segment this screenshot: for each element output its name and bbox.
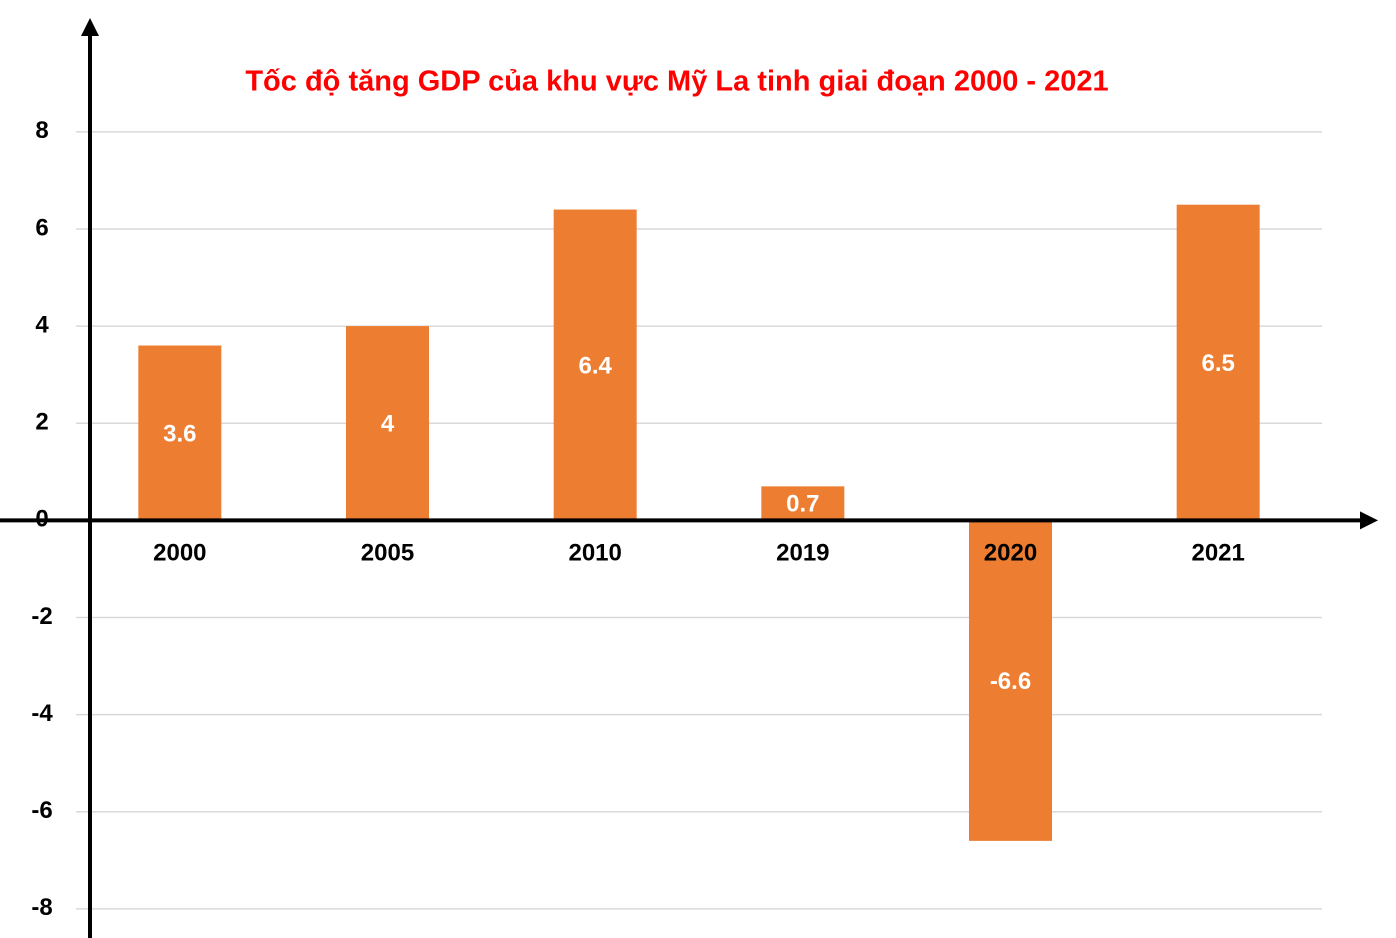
x-tick-label: 2021: [1191, 540, 1244, 567]
x-tick-label: 2019: [776, 540, 829, 567]
y-tick-label: 8: [35, 117, 48, 144]
bar: [969, 520, 1052, 841]
x-tick-label: 2000: [153, 540, 206, 567]
y-tick-label: -2: [31, 603, 52, 630]
value-label: 0.7: [786, 491, 819, 518]
value-label: 4: [381, 411, 395, 438]
y-tick-label: 4: [35, 311, 49, 338]
bar: [553, 209, 637, 521]
x-tick-label: 2005: [361, 540, 414, 567]
value-label: 3.6: [163, 420, 196, 447]
bar: [346, 326, 429, 521]
y-axis-arrow: [81, 18, 99, 36]
x-axis-arrow: [1360, 511, 1378, 530]
y-tick-label: -8: [31, 894, 52, 921]
value-label: 6.4: [578, 352, 612, 379]
value-label: 6.5: [1201, 350, 1234, 377]
bar: [761, 486, 845, 521]
x-tick-label: 2010: [568, 540, 621, 567]
y-tick-label: -6: [31, 797, 52, 824]
x-tick-label: 2020: [984, 540, 1037, 567]
y-tick-label: 2: [35, 409, 48, 436]
bar: [1176, 204, 1260, 521]
bar: [138, 345, 222, 521]
y-tick-label: 6: [35, 214, 48, 241]
chart-title: Tốc độ tăng GDP của khu vực Mỹ La tinh g…: [245, 66, 1108, 98]
value-label: -6.6: [990, 668, 1031, 695]
y-tick-label: -4: [31, 700, 53, 727]
